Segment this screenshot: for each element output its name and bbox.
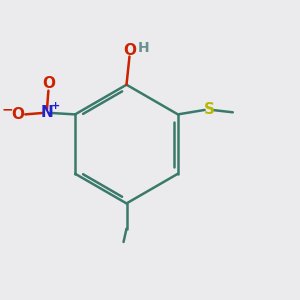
Text: O: O [42,76,55,91]
Text: −: − [2,102,14,116]
Text: S: S [204,102,214,117]
Text: O: O [12,107,25,122]
Text: N: N [40,105,53,120]
Text: O: O [123,43,136,58]
Text: H: H [138,40,149,55]
Text: +: + [51,101,60,111]
